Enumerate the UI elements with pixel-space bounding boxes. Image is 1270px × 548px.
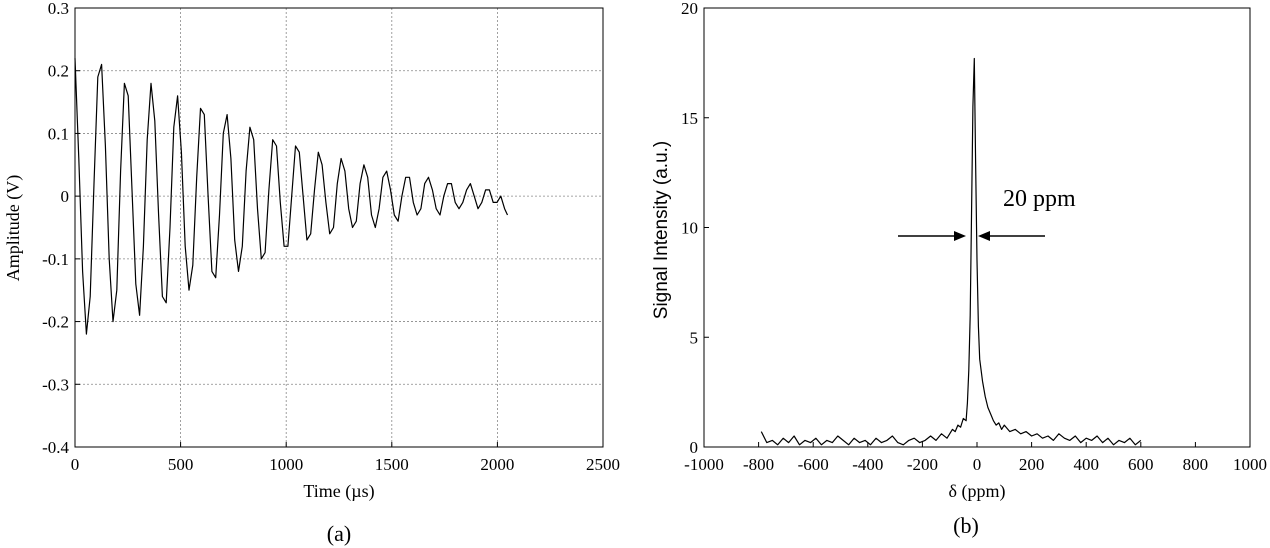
x-tick-label: 800 [1183,455,1209,474]
y-tick-label: -0.4 [42,438,69,457]
x-tick-label: -600 [798,455,829,474]
x-tick-label: 0 [973,455,982,474]
x-tick-label: 2500 [586,455,620,474]
x-tick-label: 0 [71,455,80,474]
fwhm-label: 20 ppm [1003,186,1076,212]
series-line [760,57,1142,446]
x-tick-label: -400 [852,455,883,474]
panel-a-y-ticks: -0.4 -0.3 -0.2 -0.1 0 0.1 0.2 0.3 [42,0,80,457]
panel-b-x-ticks: -1000 -800 -600 -400 -200 0 200 400 600 800 1000 [684,442,1267,474]
y-tick-label: -0.3 [42,375,69,394]
panel-b-chart: -1000 -800 -600 -400 -200 0 200 400 600 800 1000 0… [651,0,1267,538]
x-tick-label: 2000 [480,455,514,474]
series-line [74,58,509,335]
x-tick-label: 600 [1128,455,1154,474]
y-tick-label: -0.1 [42,250,69,269]
x-tick-label: 1000 [269,455,303,474]
panel-a-grid [75,8,603,447]
y-tick-label: 0 [690,438,699,457]
panel-a-series [74,58,509,335]
x-tick-label: 200 [1019,455,1045,474]
panel-b-series [760,57,1142,446]
panel-a-chart: 0 500 1000 1500 2000 2500 -0.4 -0.3 -0.2 -0.1 0 0.… [3,0,620,546]
panel-a-plot-frame [74,7,604,448]
x-tick-label: 1500 [375,455,409,474]
y-tick-label: 20 [681,0,698,18]
panel-a-caption: (a) [327,521,351,546]
left-arrow-head [954,231,966,241]
y-tick-label: 15 [681,109,698,128]
panel-b-caption: (b) [953,513,979,538]
x-tick-label: 400 [1073,455,1099,474]
panel-a-x-axis-label: Time (µs) [303,481,374,502]
y-tick-label: 0.2 [48,62,69,81]
panel-a-x-ticks: 0 500 1000 1500 2000 2500 [71,442,620,474]
y-tick-label: -0.2 [42,313,69,332]
x-tick-label: -1000 [684,455,724,474]
panel-b-y-axis-label: Signal Intensity (a.u.) [651,141,672,319]
x-tick-label: -200 [907,455,938,474]
y-tick-label: 0 [61,187,70,206]
panel-b-x-axis-label: δ (ppm) [949,481,1006,502]
y-tick-label: 5 [690,328,699,347]
x-tick-label: 500 [168,455,194,474]
y-tick-label: 0.3 [48,0,69,18]
x-tick-label: -800 [743,455,774,474]
y-tick-label: 10 [681,219,698,238]
panel-a-y-axis-label: Amplitude (V) [3,175,24,281]
panel-b-y-ticks: 0 5 10 15 20 [681,0,709,457]
fwhm-annotation: 20 ppm [898,186,1076,241]
right-arrow-head [978,231,990,241]
x-tick-label: 1000 [1233,455,1267,474]
y-tick-label: 0.1 [48,124,69,143]
